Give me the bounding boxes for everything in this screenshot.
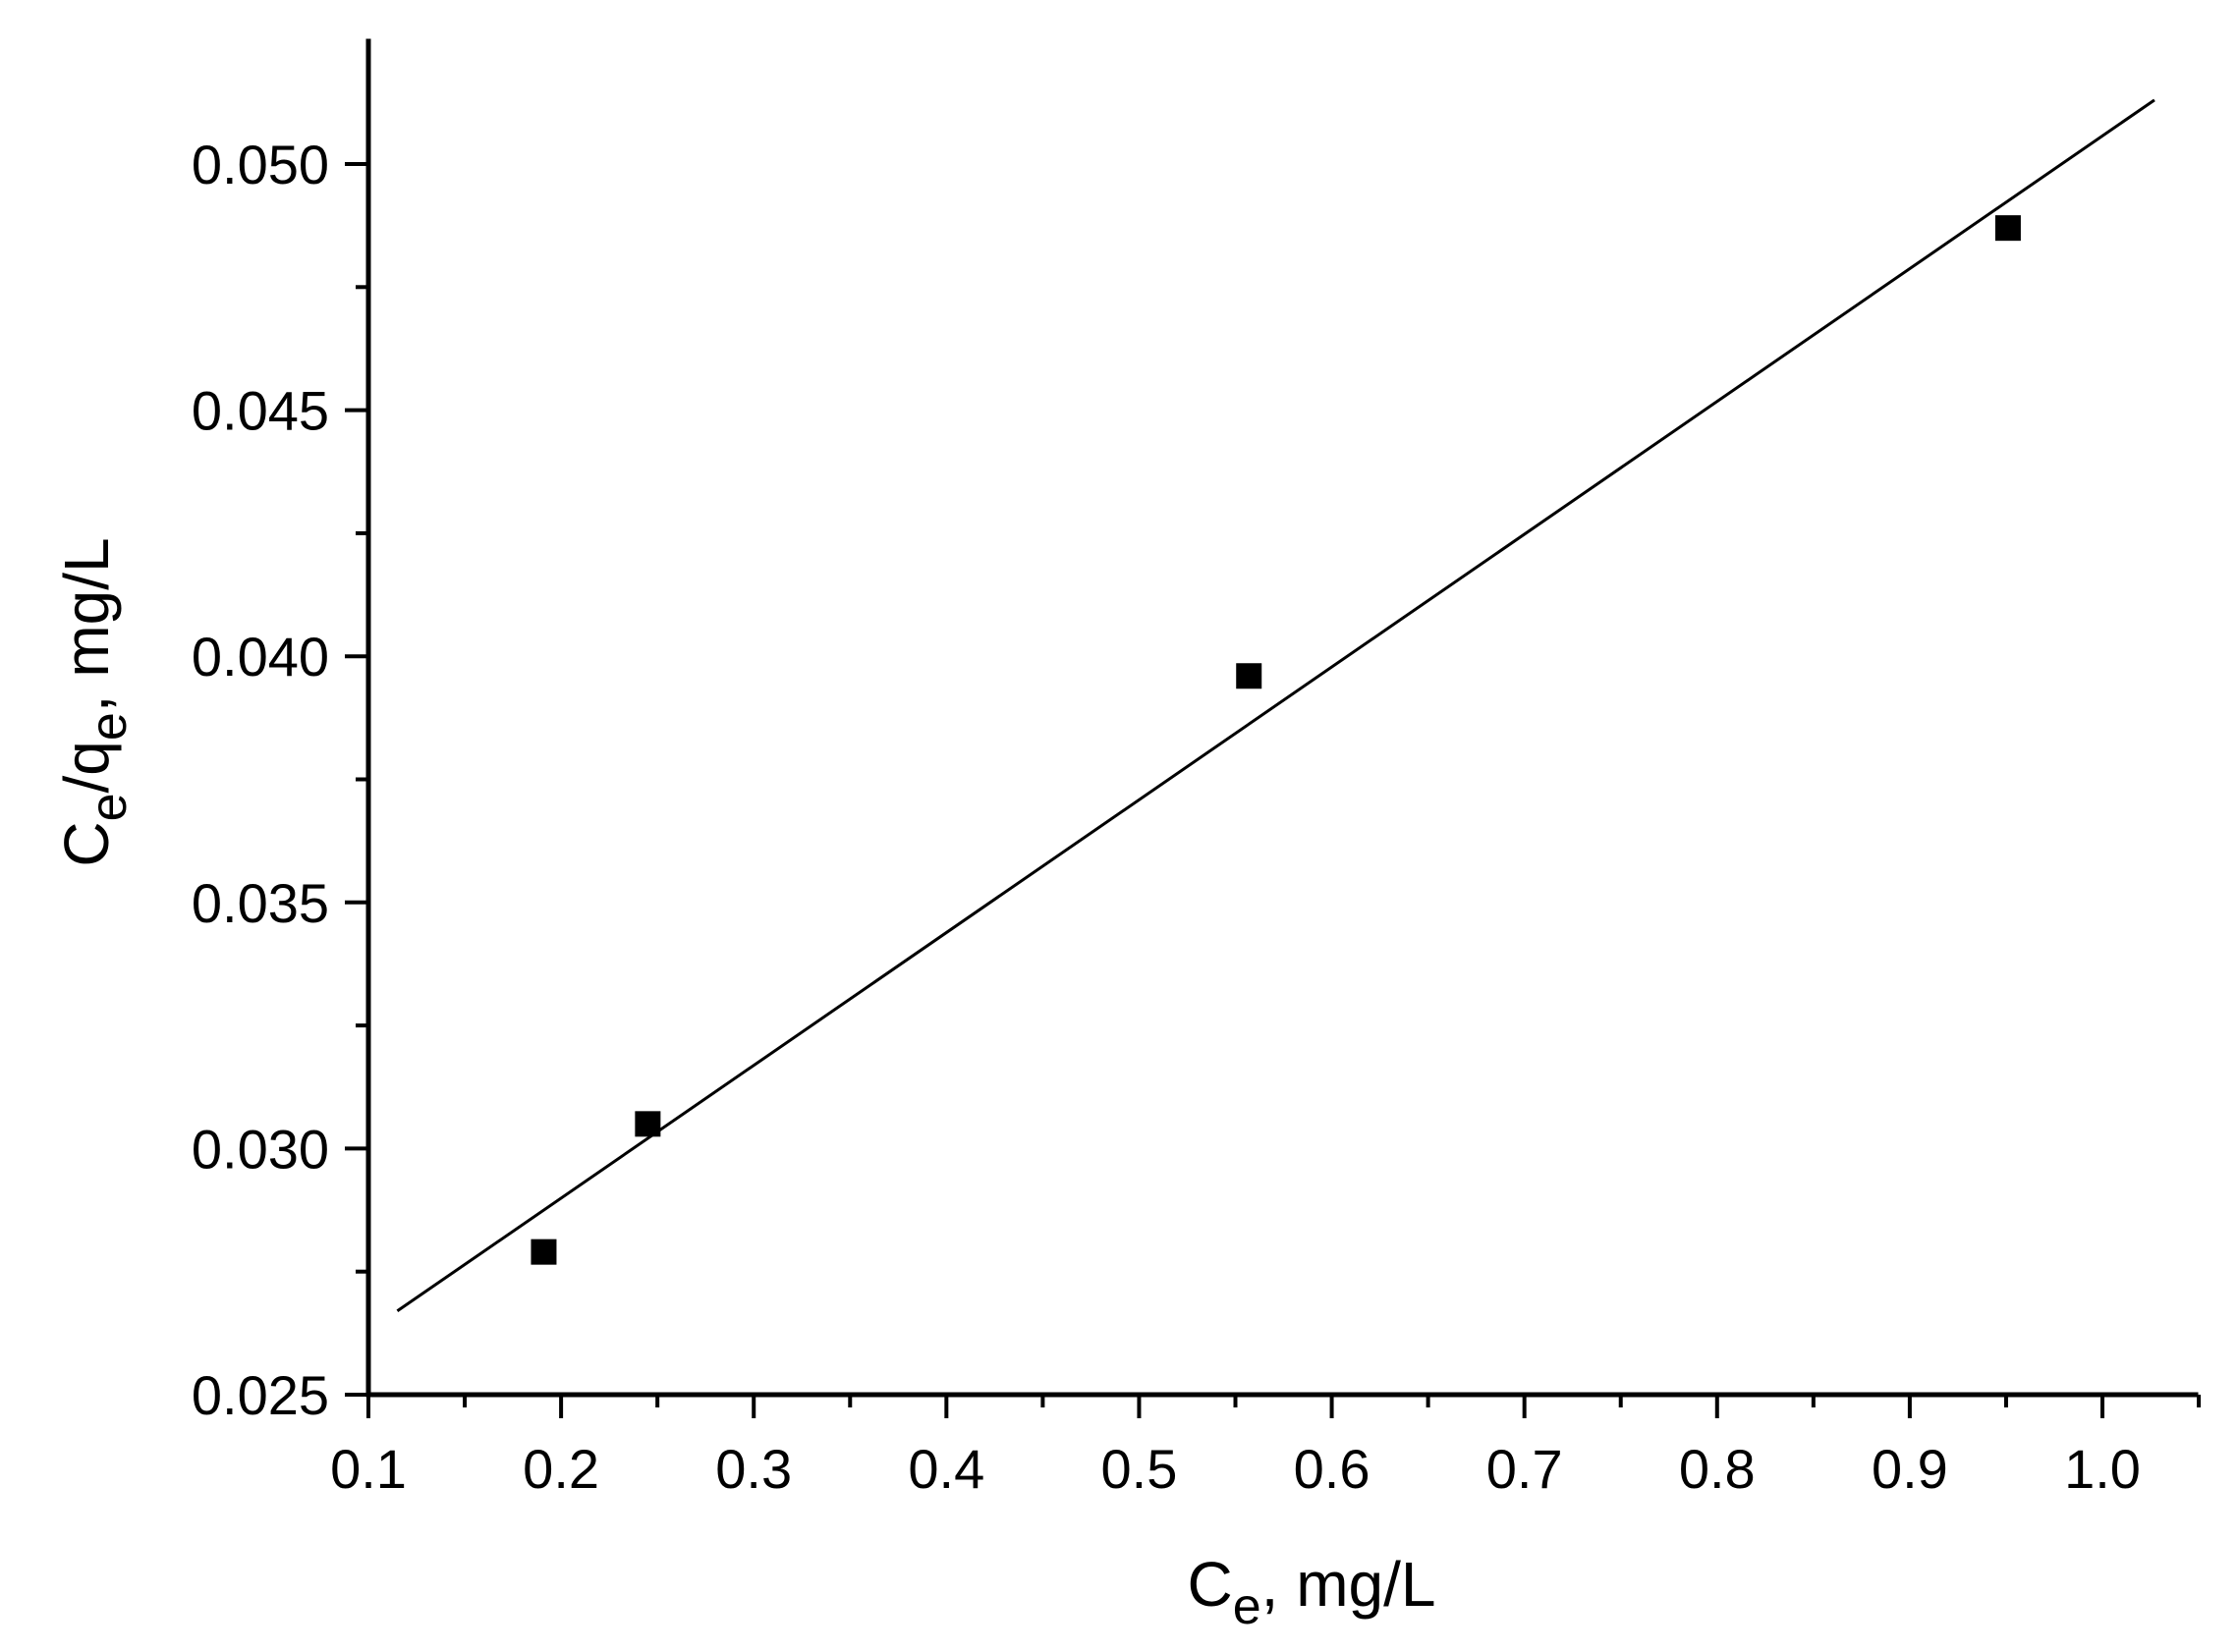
y-axis-label: Ce/qe, mg/L bbox=[51, 537, 138, 866]
fit-line-group bbox=[396, 98, 2155, 1313]
x-tick-label: 0.6 bbox=[1294, 1438, 1371, 1500]
axes bbox=[365, 38, 2199, 1398]
x-tick-label: 0.8 bbox=[1679, 1438, 1756, 1500]
data-points bbox=[531, 215, 2021, 1265]
x-tick-label: 0.7 bbox=[1486, 1438, 1563, 1500]
data-point bbox=[531, 1239, 557, 1265]
x-tick-label: 0.4 bbox=[908, 1438, 984, 1500]
x-tick-label: 1.0 bbox=[2064, 1438, 2141, 1500]
x-tick-label: 0.3 bbox=[715, 1438, 792, 1500]
data-point bbox=[1236, 663, 1262, 689]
y-tick-label: 0.025 bbox=[192, 1364, 329, 1426]
x-tick-label: 0.2 bbox=[523, 1438, 599, 1500]
x-axis-ticks: 0.1 0.2 0.3 0.4 0.5 0.6 0.7 0.8 0.9 1.0 bbox=[330, 1395, 2202, 1500]
x-axis-label: Ce, mg/L bbox=[1188, 1549, 1436, 1635]
data-point bbox=[635, 1111, 661, 1137]
y-tick-label: 0.030 bbox=[192, 1118, 329, 1180]
x-tick-label: 0.5 bbox=[1101, 1438, 1178, 1500]
x-tick-label: 0.1 bbox=[330, 1438, 407, 1500]
y-tick-label: 0.050 bbox=[192, 134, 329, 195]
x-tick-label: 0.9 bbox=[1872, 1438, 1948, 1500]
y-tick-label: 0.045 bbox=[192, 380, 329, 442]
data-point bbox=[1994, 215, 2021, 242]
y-axis-ticks: 0.025 0.030 0.035 0.040 0.045 0.050 bbox=[192, 134, 368, 1426]
y-tick-label: 0.040 bbox=[192, 626, 329, 688]
fit-line bbox=[396, 98, 2155, 1313]
y-tick-label: 0.035 bbox=[192, 872, 329, 934]
